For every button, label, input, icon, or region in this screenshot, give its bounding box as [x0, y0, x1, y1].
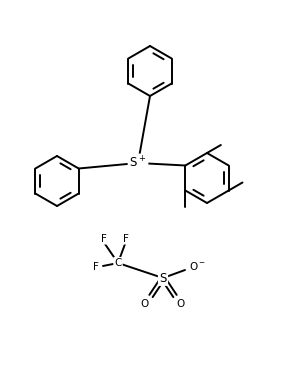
- Text: F: F: [93, 262, 99, 272]
- Text: O: O: [141, 299, 149, 309]
- Text: F: F: [101, 234, 107, 244]
- Text: O$^-$: O$^-$: [188, 260, 206, 272]
- Text: S: S: [159, 272, 167, 285]
- Text: S$^+$: S$^+$: [129, 155, 147, 171]
- Text: O: O: [177, 299, 185, 309]
- Text: F: F: [123, 234, 129, 244]
- Text: C: C: [114, 258, 122, 268]
